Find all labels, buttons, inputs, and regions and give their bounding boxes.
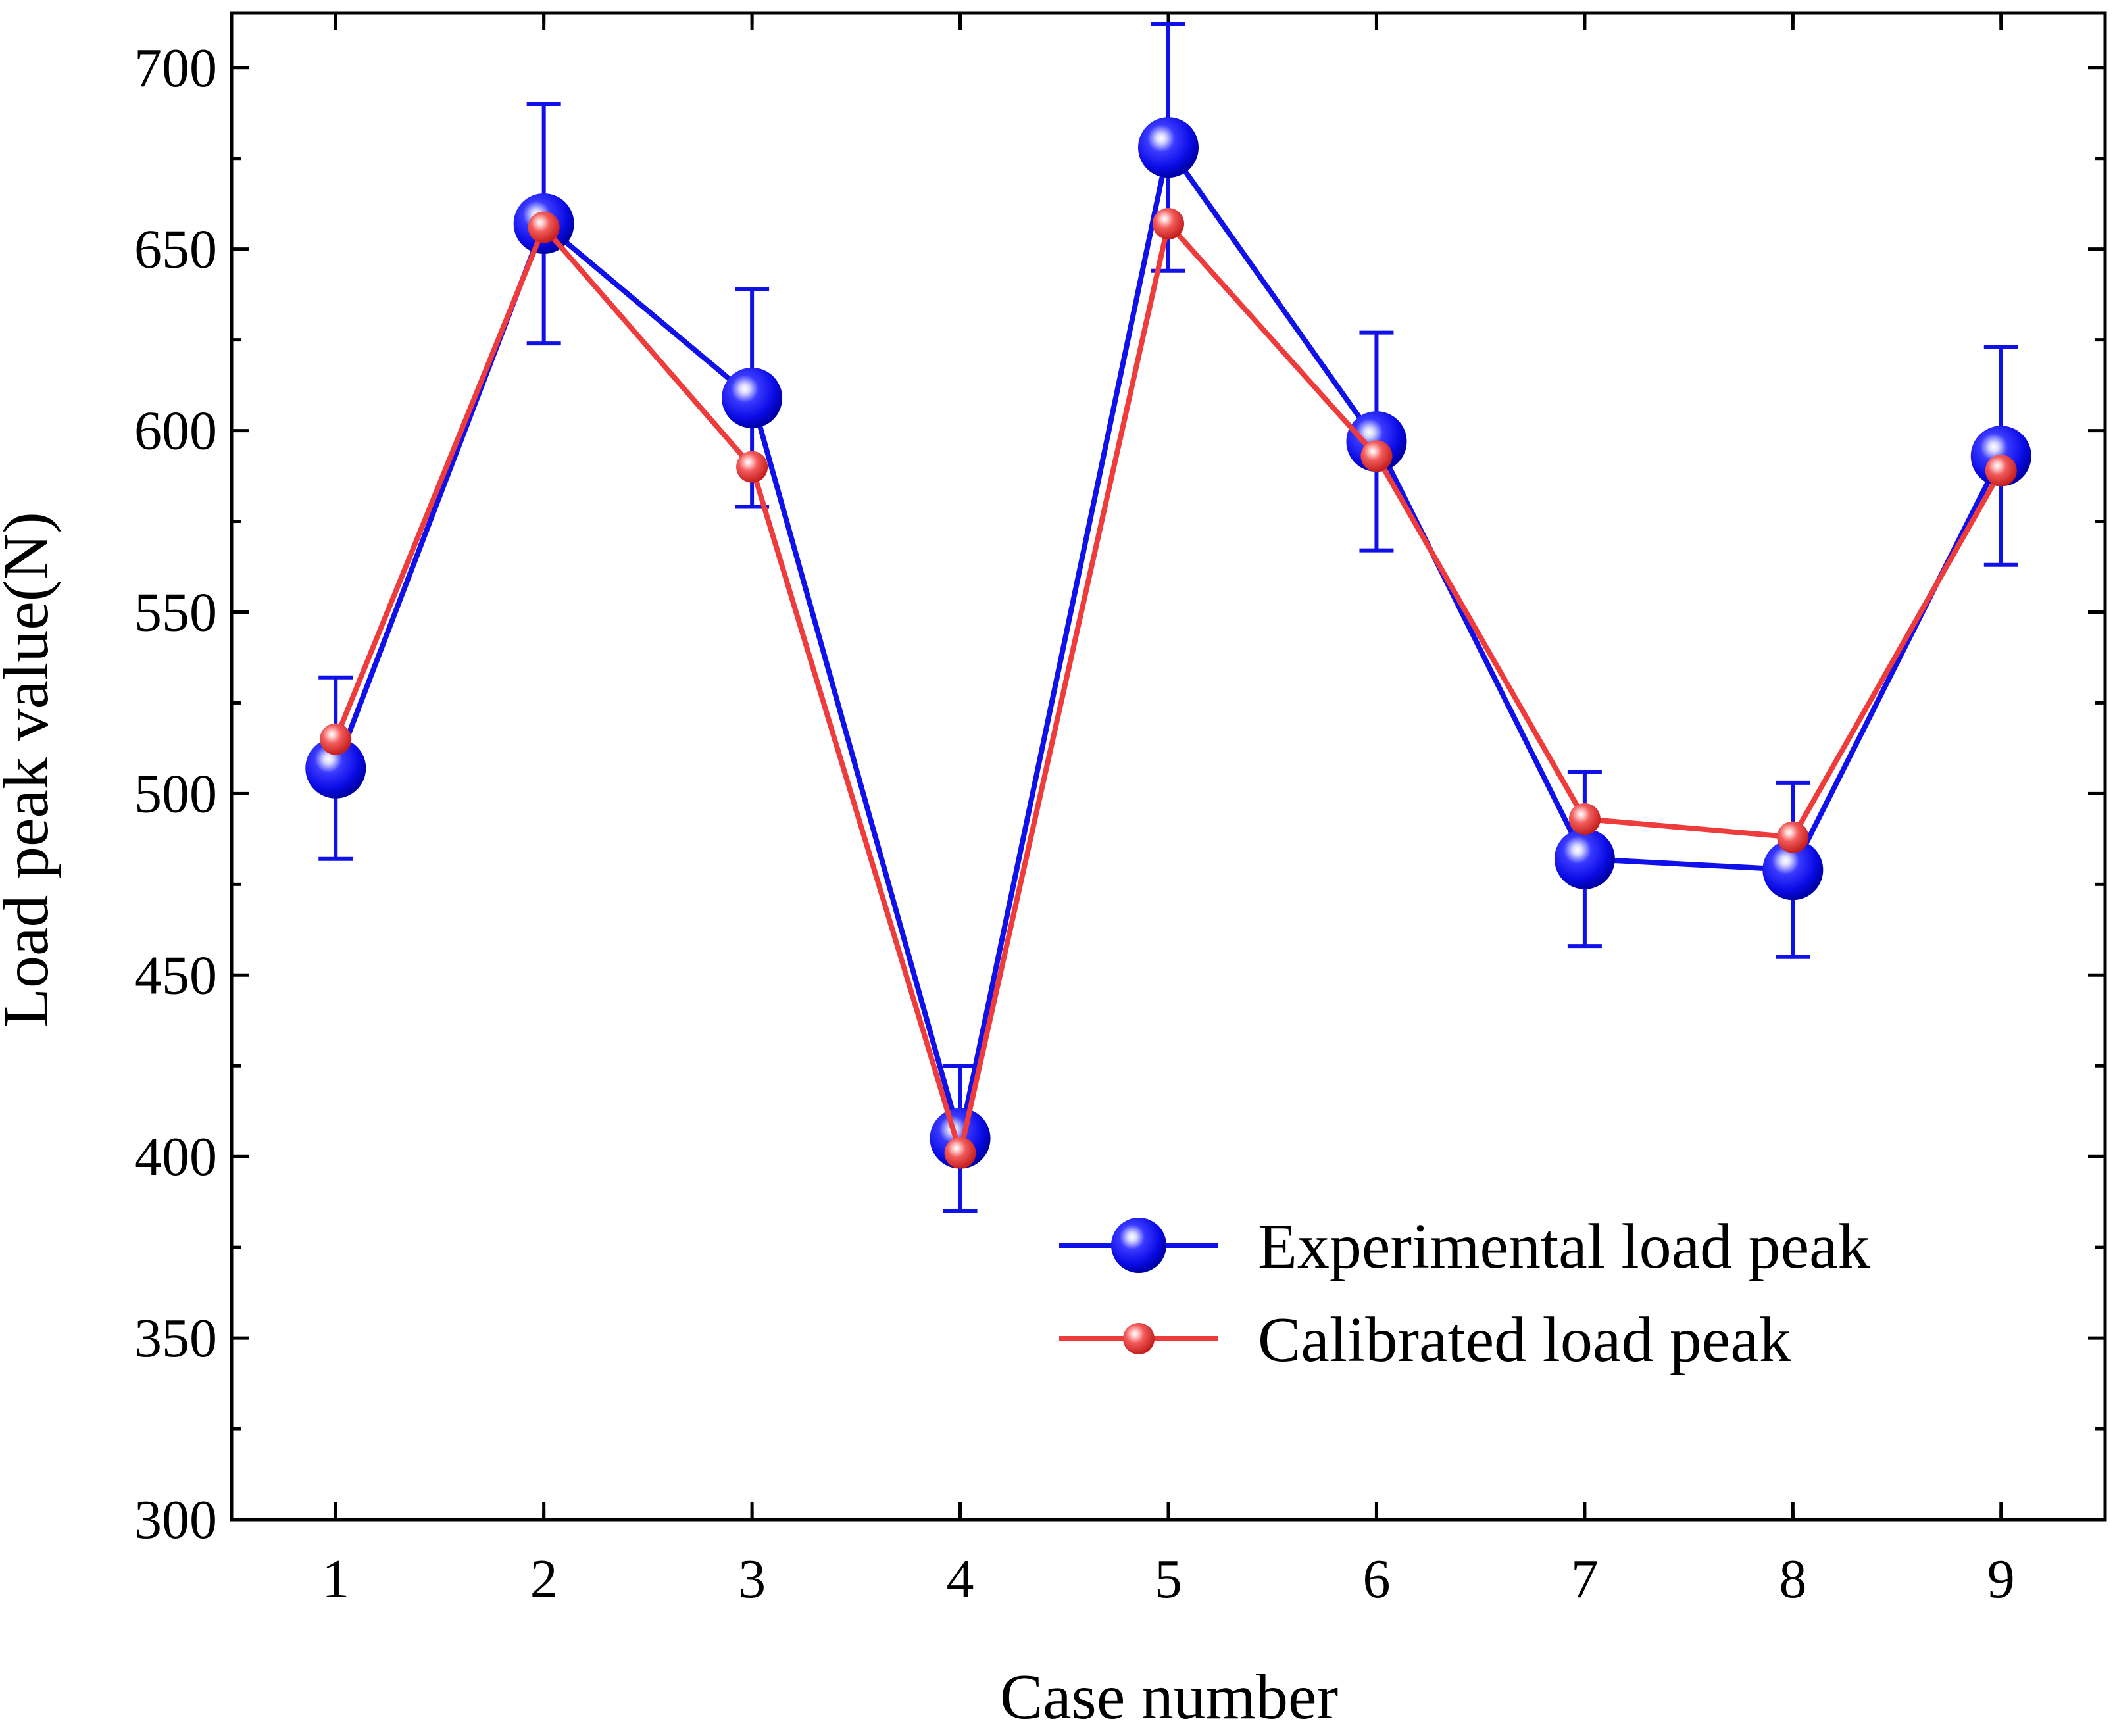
- y-tick-label: 400: [134, 1126, 217, 1187]
- y-tick-label: 600: [134, 401, 217, 462]
- data-point-experimental: [305, 737, 366, 799]
- data-point-experimental: [1554, 828, 1615, 889]
- legend-label: Calibrated load peak: [1258, 1304, 1791, 1376]
- x-tick-label: 9: [1987, 1549, 2015, 1610]
- legend-label: Experimental load peak: [1258, 1211, 1870, 1282]
- x-tick-label: 5: [1155, 1549, 1182, 1610]
- legend-marker: [1111, 1218, 1166, 1273]
- x-tick-label: 3: [738, 1549, 766, 1610]
- data-point-calibrated: [1985, 455, 2017, 487]
- y-tick-label: 350: [134, 1308, 217, 1369]
- y-tick-label: 550: [134, 582, 217, 643]
- x-tick-label: 4: [947, 1549, 974, 1610]
- x-axis-title: Case number: [1000, 1662, 1338, 1733]
- data-point-calibrated: [1153, 208, 1184, 240]
- y-tick-label: 650: [134, 219, 217, 280]
- data-point-calibrated: [736, 451, 768, 483]
- data-point-calibrated: [944, 1137, 976, 1169]
- series-line-experimental: [333, 145, 2004, 1141]
- data-point-experimental: [1762, 839, 1824, 901]
- data-point-experimental: [722, 367, 783, 428]
- x-tick-label: 7: [1571, 1549, 1599, 1610]
- y-tick-label: 300: [134, 1489, 217, 1550]
- y-tick-label: 450: [134, 945, 217, 1006]
- x-tick-label: 1: [322, 1549, 349, 1610]
- data-point-experimental: [1138, 117, 1199, 178]
- data-point-calibrated: [528, 211, 560, 243]
- legend-marker: [1123, 1323, 1155, 1354]
- data-point-calibrated: [1360, 440, 1393, 472]
- y-axis-title: Load peak value(N): [0, 512, 62, 1028]
- y-tick-label: 700: [134, 37, 217, 99]
- data-point-calibrated: [1777, 821, 1809, 853]
- series-line-calibrated: [333, 221, 2004, 1156]
- y-tick-label: 500: [134, 763, 217, 824]
- data-point-calibrated: [320, 723, 352, 755]
- data-point-calibrated: [1568, 803, 1601, 835]
- x-tick-label: 8: [1779, 1549, 1806, 1610]
- x-tick-label: 6: [1362, 1549, 1390, 1610]
- x-tick-label: 2: [530, 1549, 558, 1610]
